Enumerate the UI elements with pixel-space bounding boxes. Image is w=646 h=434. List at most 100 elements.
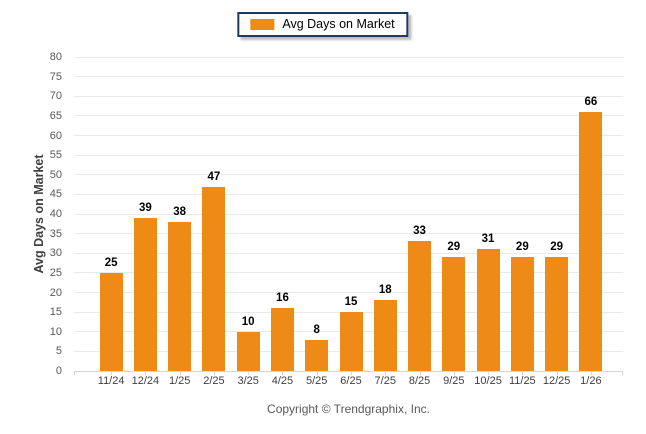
y-tick-label: 35	[49, 227, 62, 240]
plot-area: 25 39 38 47 10 16 8 15 18 33 29 31 29 29 66	[74, 56, 623, 375]
bar	[476, 249, 500, 371]
gridline	[74, 115, 623, 117]
gridline	[74, 135, 623, 136]
x-tick-label: 11/25	[508, 375, 536, 387]
legend: Avg Days on Market	[237, 12, 409, 37]
y-tick-label: 80	[49, 51, 62, 63]
bar-value-label: 25	[104, 257, 118, 269]
bar	[579, 112, 603, 371]
gridline	[74, 252, 623, 254]
bar	[442, 257, 466, 371]
y-tick-label: 5	[55, 345, 62, 358]
gridline	[74, 95, 623, 97]
y-tick-label: 70	[49, 90, 62, 103]
bar	[168, 222, 192, 371]
y-tick-label: 20	[49, 286, 62, 299]
y-tick-label: 0	[55, 365, 62, 377]
x-axis-tick	[316, 371, 318, 375]
x-tick-label: 3/25	[237, 375, 259, 387]
x-tick-label: 10/25	[474, 375, 502, 387]
x-axis-tick	[385, 371, 387, 375]
x-tick-label: 12/24	[131, 375, 160, 387]
legend-label: Avg Days on Market	[282, 17, 395, 31]
x-tick-label: 12/25	[542, 375, 571, 387]
y-axis-ticks: 0 5 10 15 20 25 30 35 40 45 50 55 60 65 70 75 80	[0, 51, 67, 377]
x-tick-label: 4/25	[271, 375, 294, 387]
x-tick-label: 7/25	[374, 375, 396, 387]
bar	[270, 308, 294, 371]
bar-value-label: 15	[344, 296, 358, 308]
bar-value-label: 39	[138, 202, 152, 214]
y-tick-label: 25	[49, 266, 62, 279]
x-axis-end-tick	[74, 371, 75, 375]
x-axis-tick	[282, 371, 284, 375]
y-tick-label: 75	[49, 70, 62, 83]
x-axis-tick	[556, 371, 558, 375]
x-tick-label: 5/25	[306, 375, 328, 387]
bar-value-label: 38	[173, 206, 187, 218]
gridline	[74, 272, 623, 274]
bar	[202, 187, 226, 371]
bar	[545, 257, 569, 371]
x-tick-label: 1/25	[168, 375, 191, 387]
x-axis-tick	[453, 371, 455, 375]
y-tick-label: 40	[49, 208, 62, 220]
y-tick-label: 45	[49, 188, 62, 201]
bar-value-label: 33	[413, 225, 426, 237]
bar-value-label: 31	[481, 233, 495, 245]
x-axis-tick	[419, 371, 421, 375]
bar-value-label: 18	[378, 284, 392, 296]
x-axis-tick	[590, 371, 592, 375]
y-tick-label: 60	[49, 129, 62, 142]
y-tick-label: 55	[49, 149, 62, 162]
x-axis-tick	[351, 371, 352, 375]
bar	[339, 312, 363, 371]
bar-value-label: 10	[241, 316, 255, 328]
bar	[236, 332, 260, 371]
bar	[510, 257, 534, 371]
gridline	[74, 193, 623, 195]
copyright-text: Copyright © Trendgraphix, Inc.	[267, 402, 430, 416]
x-axis-tick	[179, 371, 181, 375]
gridline	[74, 292, 623, 293]
x-tick-label: 9/25	[443, 375, 465, 387]
x-axis-labels: 11/24 12/24 1/25 2/25 3/25 4/25 5/25 6/25 7/25 8/…	[74, 375, 623, 389]
y-tick-label: 30	[49, 247, 62, 260]
y-tick-label: 15	[49, 306, 62, 319]
x-axis-tick	[488, 371, 490, 375]
x-axis-tick	[248, 371, 250, 375]
x-tick-label: 11/24	[97, 375, 125, 387]
bar-value-label: 66	[584, 96, 598, 108]
gridline	[74, 174, 623, 176]
bar	[99, 273, 123, 371]
gridline	[74, 213, 623, 215]
x-axis-tick	[111, 371, 113, 375]
x-axis-tick	[213, 371, 215, 375]
y-tick-label: 10	[49, 325, 62, 338]
bar	[373, 300, 397, 371]
x-tick-label: 8/25	[408, 375, 431, 387]
y-tick-label: 50	[49, 168, 62, 181]
bar	[133, 218, 157, 371]
gridline	[74, 76, 623, 78]
bar	[305, 340, 329, 371]
x-axis-tick	[522, 371, 524, 375]
gridline	[74, 56, 623, 58]
bar-value-label: 29	[550, 241, 563, 253]
x-tick-label: 2/25	[203, 375, 225, 387]
x-tick-label: 6/25	[340, 375, 362, 387]
bar-value-label: 8	[313, 324, 320, 336]
x-tick-label: 1/26	[580, 375, 602, 387]
bar-value-label: 16	[276, 292, 289, 304]
gridline	[74, 154, 623, 156]
bar	[408, 241, 432, 371]
y-tick-label: 65	[49, 109, 62, 122]
bar-value-label: 29	[447, 241, 461, 253]
bar-value-label: 29	[515, 241, 529, 253]
bar-value-label: 47	[207, 171, 221, 183]
x-axis-end-tick	[622, 371, 623, 375]
gridline	[74, 233, 623, 235]
legend-swatch-icon	[250, 18, 275, 30]
x-axis-tick	[145, 371, 147, 375]
